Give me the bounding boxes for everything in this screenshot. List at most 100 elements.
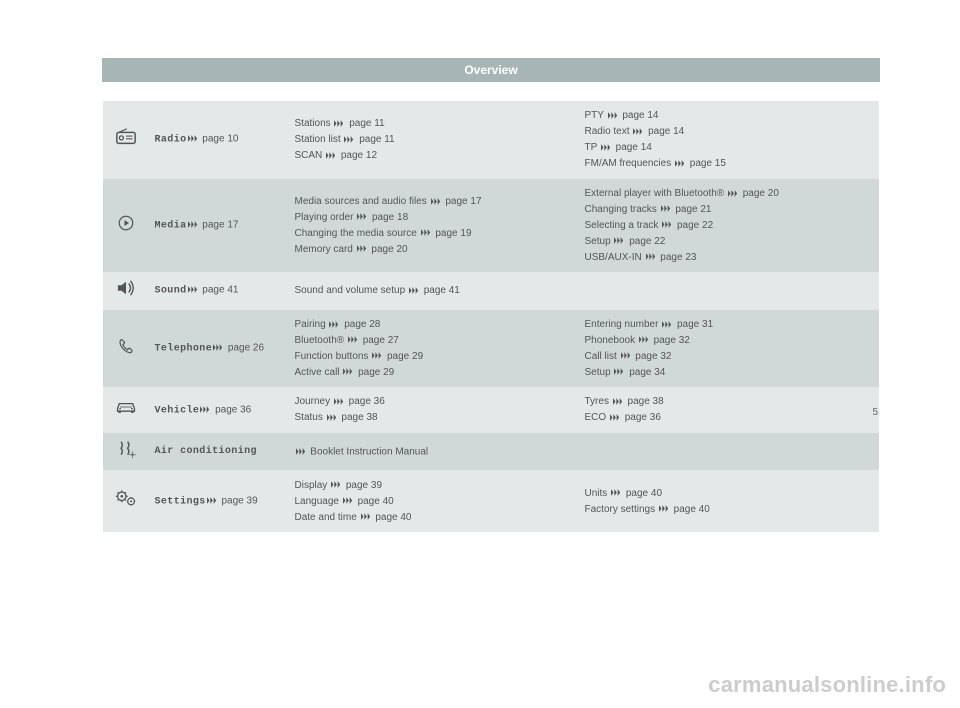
page-ref-arrows-icon: [200, 402, 210, 418]
reference-page: page 32: [654, 335, 690, 346]
section-col3: [577, 272, 880, 310]
section-col3: Units page 40 Factory settings page 40: [577, 470, 880, 532]
reference-text: Tyres: [585, 396, 609, 407]
page-ref-arrows-icon: [296, 444, 306, 460]
reference-line: Selecting a track page 22: [585, 220, 714, 231]
page-ref-arrows-icon: [188, 131, 198, 147]
reference-text: Changing the media source: [295, 228, 417, 239]
section-icon-cell: [103, 179, 147, 272]
section-label: Vehicle: [155, 405, 200, 416]
page-ref-arrows-icon: [348, 332, 358, 348]
table-row: Telephone page 26Pairing page 28Bluetoot…: [103, 310, 880, 388]
page-ref-arrows-icon: [361, 509, 371, 525]
reference-text: Status: [295, 412, 323, 423]
page-ref-arrows-icon: [633, 124, 643, 140]
section-col2: Sound and volume setup page 41: [287, 272, 577, 310]
reference-text: Selecting a track: [585, 220, 659, 231]
page-ref-arrows-icon: [334, 394, 344, 410]
section-label: Air conditioning: [155, 446, 257, 457]
reference-line: Setup page 34: [585, 367, 666, 378]
section-col3: Tyres page 38 ECO page 36: [577, 387, 880, 433]
reference-page: page 20: [371, 244, 407, 255]
reference-line: TP page 14: [585, 142, 652, 153]
page-ref-arrows-icon: [372, 348, 382, 364]
page-ref-arrows-icon: [357, 209, 367, 225]
page-ref-arrows-icon: [675, 156, 685, 172]
section-col3: PTY page 14 Radio text page 14 TP page 14 F…: [577, 101, 880, 179]
reference-line: Station list page 11: [295, 134, 395, 145]
reference-page: page 14: [622, 110, 658, 121]
page-number: 5: [872, 407, 878, 418]
reference-page: page 23: [660, 252, 696, 263]
section-col3: External player with Bluetooth® page 20C…: [577, 179, 880, 272]
reference-page: page 12: [341, 150, 377, 161]
table-row: Sound page 41Sound and volume setup page…: [103, 272, 880, 310]
section-label-page: page 36: [215, 404, 251, 415]
reference-line: ECO page 36: [585, 412, 661, 423]
reference-page: page 28: [344, 319, 380, 330]
reference-text: TP: [585, 142, 598, 153]
watermark: carmanualsonline.info: [708, 672, 946, 698]
reference-text: Setup: [585, 236, 611, 247]
reference-page: page 34: [629, 367, 665, 378]
page-ref-arrows-icon: [343, 364, 353, 380]
page-ref-arrows-icon: [662, 317, 672, 333]
page-ref-arrows-icon: [728, 186, 738, 202]
page-ref-arrows-icon: [331, 477, 341, 493]
reference-line: Playing order page 18: [295, 212, 409, 223]
reference-line: Date and time page 40: [295, 512, 412, 523]
page-ref-arrows-icon: [329, 317, 339, 333]
page-ref-arrows-icon: [343, 493, 353, 509]
reference-line: Units page 40: [585, 488, 663, 499]
reference-page: page 38: [628, 396, 664, 407]
media-icon: [115, 214, 135, 230]
section-col3: Entering number page 31Phonebook page 32…: [577, 310, 880, 388]
reference-line: Display page 39: [295, 480, 383, 491]
page-ref-arrows-icon: [188, 282, 198, 298]
reference-text: Radio text: [585, 126, 630, 137]
reference-text: Station list: [295, 134, 341, 145]
section-icon-cell: [103, 310, 147, 388]
page-ref-arrows-icon: [344, 132, 354, 148]
reference-line: Bluetooth® page 27: [295, 335, 399, 346]
reference-line: Journey page 36: [295, 396, 385, 407]
section-label-cell: Air conditioning: [147, 433, 287, 471]
section-col2: Journey page 36Status page 38: [287, 387, 577, 433]
reference-text: Date and time: [295, 512, 357, 523]
reference-page: page 40: [626, 488, 662, 499]
reference-page: page 22: [677, 220, 713, 231]
table-row: Media page 17Media sources and audio fil…: [103, 179, 880, 272]
telephone-icon: [115, 337, 135, 353]
page-ref-arrows-icon: [608, 108, 618, 124]
reference-page: page 40: [375, 512, 411, 523]
page-ref-arrows-icon: [611, 485, 621, 501]
reference-line: SCAN page 12: [295, 150, 378, 161]
reference-line: PTY page 14: [585, 110, 659, 121]
reference-text: Memory card: [295, 244, 353, 255]
reference-line: Tyres page 38: [585, 396, 664, 407]
reference-page: page 40: [358, 496, 394, 507]
reference-page: page 41: [424, 285, 460, 296]
section-label-page: page 41: [202, 285, 238, 296]
reference-line: Factory settings page 40: [585, 504, 710, 515]
reference-text: Display: [295, 480, 328, 491]
page-ref-arrows-icon: [431, 194, 441, 210]
reference-page: page 29: [358, 367, 394, 378]
raw-reference: Booklet Instruction Manual: [310, 446, 428, 457]
reference-line: Pairing page 28: [295, 319, 381, 330]
aircon-icon: [115, 440, 135, 456]
reference-page: page 18: [372, 212, 408, 223]
radio-icon: [115, 128, 135, 144]
page-ref-arrows-icon: [610, 410, 620, 426]
reference-text: Stations: [295, 118, 331, 129]
page-ref-arrows-icon: [613, 394, 623, 410]
page-ref-arrows-icon: [614, 364, 624, 380]
reference-page: page 27: [363, 335, 399, 346]
overview-table: Radio page 10Stations page 11Station lis…: [102, 100, 880, 533]
reference-text: Phonebook: [585, 335, 636, 346]
reference-text: Bluetooth®: [295, 335, 345, 346]
reference-line: FM/AM frequencies page 15: [585, 158, 726, 169]
reference-text: Journey: [295, 396, 331, 407]
section-col2: Pairing page 28Bluetooth® page 27Functio…: [287, 310, 577, 388]
section-label: Media: [155, 220, 187, 231]
